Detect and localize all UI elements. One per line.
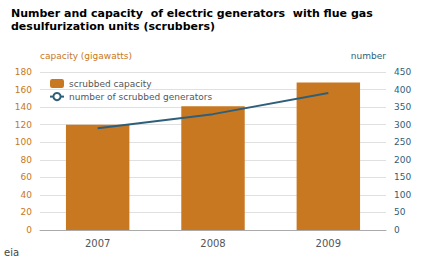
- svg-text:20: 20: [21, 207, 33, 217]
- svg-text:capacity (gigawatts): capacity (gigawatts): [40, 51, 132, 61]
- svg-text:40: 40: [21, 190, 33, 200]
- svg-text:160: 160: [15, 85, 32, 95]
- svg-text:250: 250: [394, 137, 411, 147]
- svg-text:120: 120: [15, 120, 32, 130]
- svg-text:140: 140: [15, 102, 32, 112]
- svg-text:400: 400: [394, 85, 411, 95]
- svg-text:300: 300: [394, 120, 411, 130]
- svg-text:2007: 2007: [85, 238, 110, 249]
- svg-text:50: 50: [394, 207, 406, 217]
- svg-text:eia: eia: [4, 247, 19, 258]
- svg-text:100: 100: [15, 137, 32, 147]
- svg-text:number of scrubbed generators: number of scrubbed generators: [69, 92, 213, 102]
- svg-text:0: 0: [394, 225, 400, 235]
- svg-text:number: number: [351, 51, 386, 61]
- svg-text:150: 150: [394, 172, 411, 182]
- svg-text:60: 60: [21, 172, 33, 182]
- svg-text:scrubbed capacity: scrubbed capacity: [69, 79, 152, 89]
- svg-text:450: 450: [394, 67, 411, 77]
- svg-text:100: 100: [394, 190, 411, 200]
- svg-text:80: 80: [21, 155, 33, 165]
- svg-text:180: 180: [15, 67, 32, 77]
- svg-text:200: 200: [394, 155, 411, 165]
- svg-text:2008: 2008: [200, 238, 225, 249]
- svg-text:0: 0: [26, 225, 32, 235]
- svg-text:desulfurization units (scrubbe: desulfurization units (scrubbers): [11, 20, 215, 33]
- svg-text:Number and capacity of electr: Number and capacity of electric generato…: [11, 7, 373, 20]
- svg-text:350: 350: [394, 102, 411, 112]
- svg-text:2009: 2009: [316, 238, 341, 249]
